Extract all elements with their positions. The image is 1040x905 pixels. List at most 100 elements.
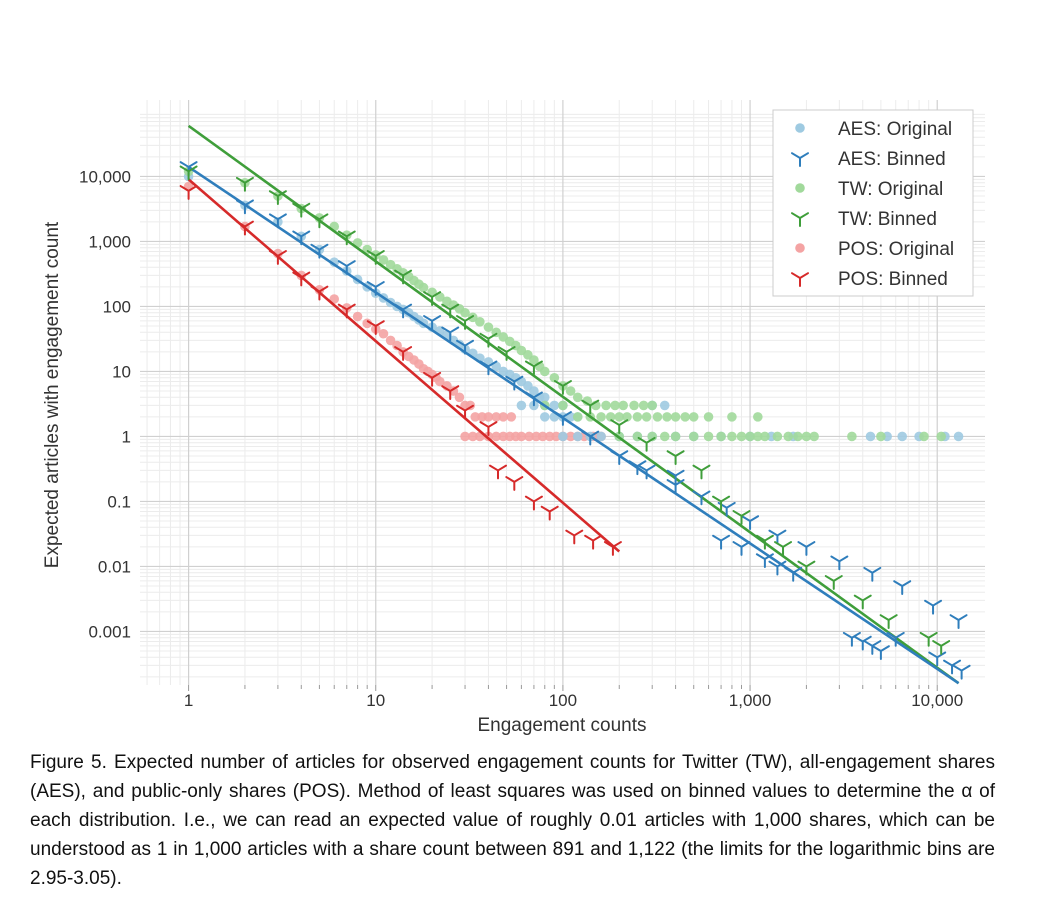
aes-fit-line — [187, 165, 960, 685]
pos-original-point — [378, 328, 389, 339]
aes-original-point — [558, 431, 568, 442]
pos-original-point — [329, 294, 340, 304]
aes-binned-point — [310, 243, 329, 259]
tw-original-point — [659, 431, 670, 442]
aes-binned-point — [441, 326, 460, 342]
aes-binned-point — [928, 651, 947, 667]
tw-binned-point — [441, 303, 460, 319]
pos-original-point — [483, 412, 494, 422]
tw-binned-point — [666, 450, 685, 466]
aes-original-point — [659, 400, 670, 411]
x-tick-label: 10 — [366, 691, 385, 710]
pos-binned-point — [505, 476, 524, 491]
tw-binned-point — [824, 575, 843, 590]
legend-marker-tw-binned — [791, 212, 809, 227]
tw-original-point — [596, 412, 606, 422]
tw-original-point — [614, 412, 625, 422]
aes-binned-point — [456, 339, 475, 355]
tw-original-point — [688, 412, 699, 422]
pos-binned-point — [456, 404, 475, 420]
pos-original-point — [314, 285, 325, 295]
tw-original-point — [703, 431, 714, 442]
tw-original-point — [565, 386, 576, 396]
tw-original-point — [688, 431, 699, 442]
tw-original-point — [680, 412, 690, 422]
pos-binned-point — [366, 320, 385, 336]
aes-binned-point — [423, 315, 442, 330]
figure-caption: Figure 5. Expected number of articles fo… — [30, 752, 995, 889]
tw-original-point — [793, 431, 803, 442]
aes-binned-point — [610, 450, 629, 466]
x-axis-ticks: 1 10 100 1,000 10,000 — [184, 691, 963, 710]
tw-original-point — [601, 400, 611, 411]
tw-binned-point — [797, 560, 816, 576]
tw-binned-point — [853, 594, 872, 610]
pos-original-point — [385, 335, 396, 346]
tw-original-point — [727, 412, 737, 422]
aes-binned-point — [842, 631, 861, 647]
aes-binned-point — [366, 281, 385, 296]
chart: 1 10 100 1,000 10,000 10,000 1,000 100 10 1 0.1 0.… — [42, 100, 985, 736]
tw-binned-point — [456, 315, 475, 330]
tw-original-point — [652, 412, 663, 422]
tw-binned-point — [732, 510, 751, 525]
tw-binned-point — [292, 202, 311, 218]
pos-binned-point — [423, 371, 442, 387]
tw-original-point — [618, 400, 629, 411]
tw-original-point — [736, 431, 747, 442]
aes-binned-point — [755, 553, 774, 569]
tw-original-point — [529, 355, 539, 365]
x-tick-label: 10,000 — [911, 691, 963, 710]
aes-binned-point — [637, 464, 656, 480]
aes-original-point — [549, 400, 560, 411]
tw-original-point — [572, 392, 583, 403]
tw-binned-point — [524, 360, 543, 376]
legend-box — [772, 109, 974, 297]
tw-original-point — [919, 431, 929, 442]
tw-original-point — [610, 400, 620, 411]
aes-binned-point — [886, 631, 905, 647]
legend-label-pos-original: POS: Original — [838, 239, 954, 260]
tw-original-point — [753, 412, 763, 422]
pos-original-point — [467, 431, 478, 442]
tw-binned-point — [235, 176, 254, 192]
tw-original-point — [539, 366, 550, 377]
y-tick-label: 10,000 — [79, 167, 131, 186]
y-tick-label: 0.1 — [107, 492, 131, 511]
tw-original-point — [549, 372, 560, 383]
legend-label-pos-binned: POS: Binned — [838, 269, 948, 290]
aes-binned-point — [666, 469, 685, 485]
aes-binned-point — [505, 375, 524, 391]
aes-original-point — [329, 257, 340, 267]
tw-original-point — [582, 396, 593, 406]
x-tick-label: 100 — [549, 691, 577, 710]
aes-binned-point — [712, 534, 731, 550]
aes-binned-point — [830, 555, 849, 571]
aes-binned-point — [871, 645, 890, 661]
tw-original-point — [716, 431, 726, 442]
tw-binned-point — [932, 640, 951, 655]
pos-original-point — [491, 412, 501, 422]
legend-marker-aes-binned — [791, 152, 809, 167]
pos-original-point — [498, 412, 509, 422]
x-axis-label: Engagement counts — [477, 715, 646, 736]
tw-binned-point — [553, 380, 572, 395]
pos-binned-point — [540, 505, 559, 521]
pos-original-point — [341, 303, 352, 313]
original-points — [183, 166, 964, 442]
tw-binned-point — [268, 190, 287, 206]
tw-binned-point — [337, 230, 356, 246]
y-tick-label: 10 — [112, 362, 131, 381]
tw-original-point — [632, 412, 643, 422]
tw-original-point — [605, 412, 616, 422]
tw-binned-point — [774, 541, 793, 556]
tw-original-point — [662, 412, 672, 422]
aes-original-point — [539, 412, 550, 422]
legend-label-tw-original: TW: Original — [838, 179, 943, 200]
pos-binned-point — [337, 303, 356, 319]
aes-binned-point — [337, 260, 356, 275]
tw-original-point — [760, 431, 770, 442]
aes-binned-point — [768, 560, 787, 576]
pos-original-point — [460, 431, 470, 442]
tw-original-point — [670, 431, 681, 442]
